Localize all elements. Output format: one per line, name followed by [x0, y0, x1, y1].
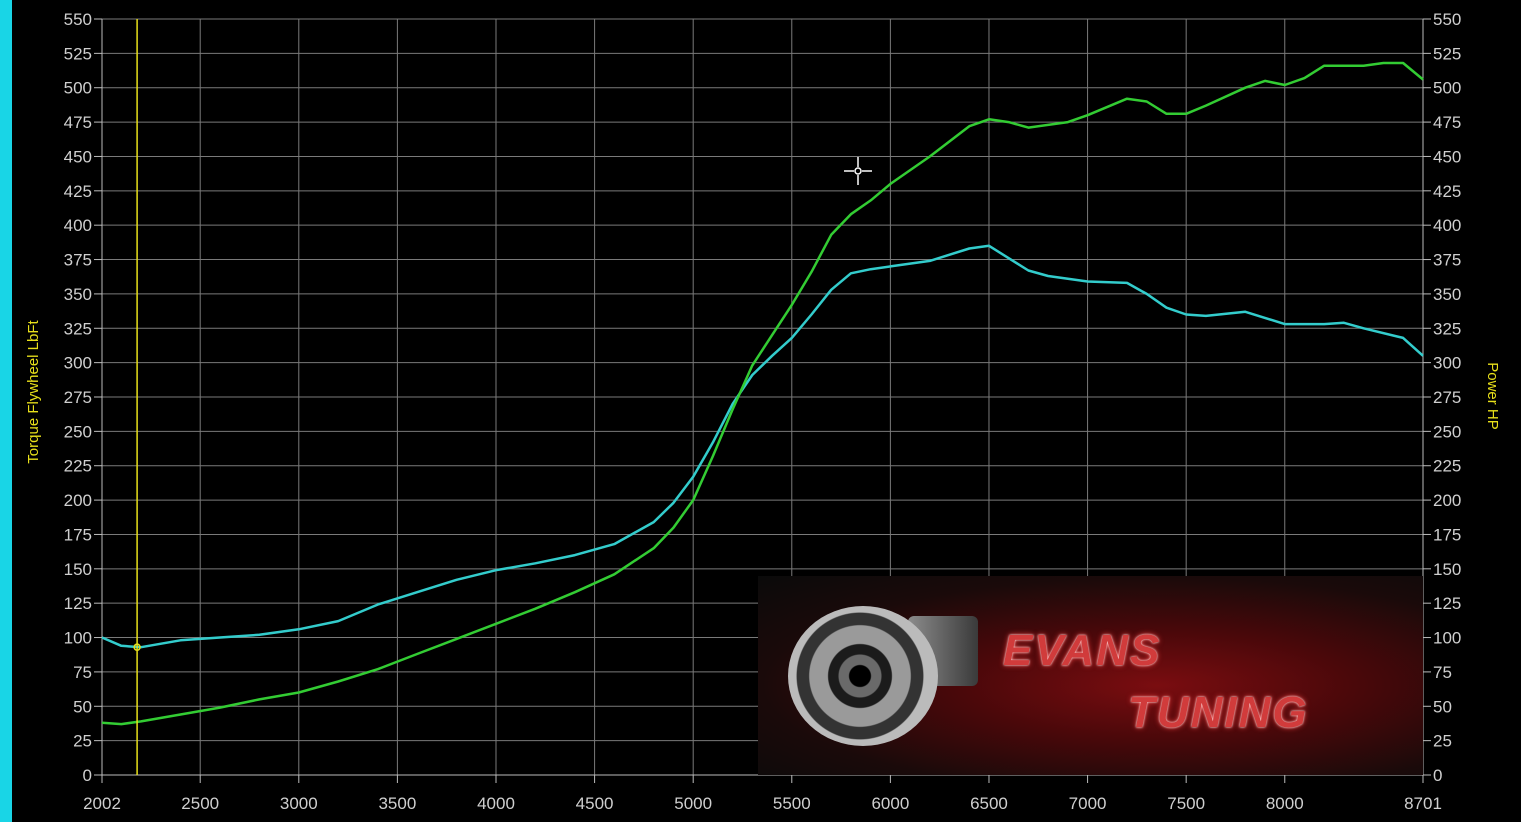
- y-left-tick-label: 350: [64, 285, 92, 304]
- y-right-tick-label: 400: [1433, 216, 1461, 235]
- cursor-line: [133, 19, 141, 775]
- y-left-tick-label: 425: [64, 182, 92, 201]
- x-tick-label: 3500: [378, 794, 416, 813]
- y-right-tick-label: 325: [1433, 319, 1461, 338]
- y-right-tick-label: 275: [1433, 388, 1461, 407]
- y-right-tick-label: 375: [1433, 251, 1461, 270]
- y-left-tick-labels: 0 25 50 75 100 125 150 175 200 225 250 275 300 325 350…: [64, 10, 92, 785]
- y-left-tick-label: 0: [83, 766, 92, 785]
- series-lines: [101, 61, 1424, 726]
- cursor-marker: [133, 643, 141, 651]
- y-left-tick-label: 375: [64, 251, 92, 270]
- y-left-tick-label: 550: [64, 10, 92, 29]
- y-left-tick-label: 125: [64, 594, 92, 613]
- y-right-tick-label: 425: [1433, 182, 1461, 201]
- y-left-tick-label: 525: [64, 44, 92, 63]
- x-tick-label: 6000: [871, 794, 909, 813]
- x-tick-label: 2500: [181, 794, 219, 813]
- y-left-tick-label: 25: [73, 732, 92, 751]
- y-axis-left-title: Torque Flywheel LbFt: [25, 319, 42, 463]
- y-right-tick-label: 475: [1433, 113, 1461, 132]
- y-right-tick-label: 100: [1433, 629, 1461, 648]
- y-right-tick-label: 225: [1433, 457, 1461, 476]
- y-left-tick-label: 200: [64, 491, 92, 510]
- y-left-tick-label: 250: [64, 422, 92, 441]
- x-tick-label: 7000: [1069, 794, 1107, 813]
- y-right-tick-label: 525: [1433, 44, 1461, 63]
- crosshair-center: [854, 167, 862, 175]
- logo-word-2: TUNING: [1128, 688, 1309, 737]
- y-left-tick-label: 450: [64, 147, 92, 166]
- y-axis-right-title: Power HP: [1484, 362, 1501, 430]
- x-tick-label: 6500: [970, 794, 1008, 813]
- y-left-tick-label: 75: [73, 663, 92, 682]
- y-right-tick-label: 250: [1433, 422, 1461, 441]
- evans-tuning-logo: EVANS TUNING: [758, 576, 1423, 775]
- y-right-tick-label: 175: [1433, 525, 1461, 544]
- y-right-tick-labels: 0 25 50 75 100 125 150 175 200 225 250 275 300 325 350…: [1433, 10, 1461, 785]
- x-tick-label: 8000: [1266, 794, 1304, 813]
- torque-line: [101, 244, 1424, 649]
- y-left-tick-label: 150: [64, 560, 92, 579]
- y-left-tick-label: 400: [64, 216, 92, 235]
- x-tick-label: 7500: [1167, 794, 1205, 813]
- x-tick-label: 3000: [280, 794, 318, 813]
- x-tick-label: 5500: [773, 794, 811, 813]
- x-tick-label: 5000: [674, 794, 712, 813]
- y-right-tick-label: 300: [1433, 354, 1461, 373]
- x-tick-label: 8701: [1404, 794, 1442, 813]
- x-tick-labels: 2002 2500 3000 3500 4000 4500 5000 5500 6000 6500…: [83, 794, 1442, 813]
- y-right-tick-label: 25: [1433, 732, 1452, 751]
- x-tick-label: 4500: [576, 794, 614, 813]
- left-accent-strip: [0, 0, 12, 822]
- y-right-tick-label: 50: [1433, 697, 1452, 716]
- y-right-tick-label: 75: [1433, 663, 1452, 682]
- logo-word-1: EVANS: [1003, 626, 1162, 675]
- power-line: [101, 61, 1424, 726]
- axes: [94, 18, 1431, 783]
- y-left-tick-label: 300: [64, 354, 92, 373]
- y-right-tick-label: 550: [1433, 10, 1461, 29]
- x-tick-label: 4000: [477, 794, 515, 813]
- y-left-tick-label: 175: [64, 525, 92, 544]
- y-left-tick-label: 275: [64, 388, 92, 407]
- y-right-tick-label: 500: [1433, 79, 1461, 98]
- y-left-tick-label: 100: [64, 629, 92, 648]
- crosshair-pointer-icon: [844, 157, 872, 185]
- x-tick-label: 2002: [83, 794, 121, 813]
- y-right-tick-label: 125: [1433, 594, 1461, 613]
- turbo-icon: [788, 606, 938, 746]
- y-left-tick-label: 325: [64, 319, 92, 338]
- y-right-tick-label: 200: [1433, 491, 1461, 510]
- y-left-tick-label: 50: [73, 697, 92, 716]
- y-left-tick-label: 500: [64, 79, 92, 98]
- y-left-tick-label: 225: [64, 457, 92, 476]
- y-left-tick-label: 475: [64, 113, 92, 132]
- y-right-tick-label: 450: [1433, 147, 1461, 166]
- y-right-tick-label: 0: [1433, 766, 1442, 785]
- y-right-tick-label: 350: [1433, 285, 1461, 304]
- y-right-tick-label: 150: [1433, 560, 1461, 579]
